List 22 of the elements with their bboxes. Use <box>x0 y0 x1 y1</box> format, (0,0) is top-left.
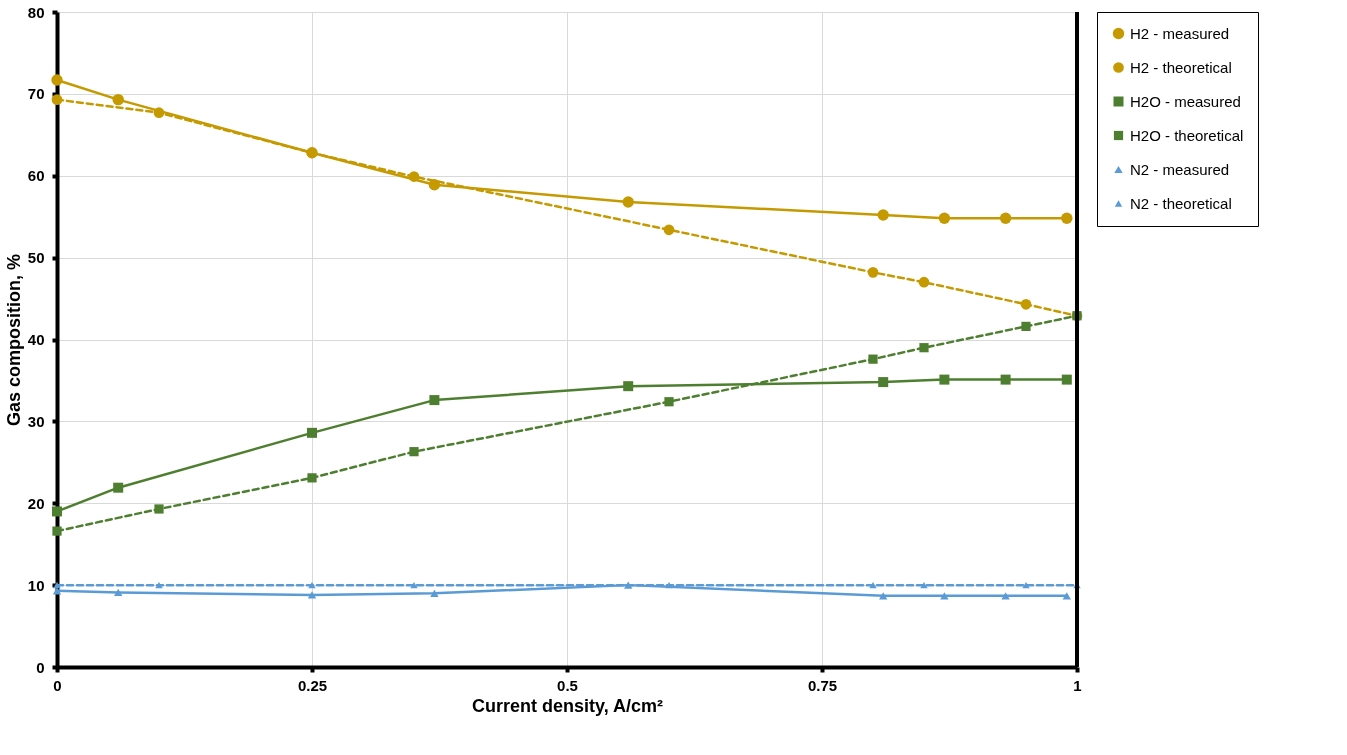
legend-label: N2 - theoretical <box>1130 194 1232 212</box>
legend-label: H2 - measured <box>1130 24 1230 42</box>
y-tick-label: 20 <box>27 494 45 512</box>
x-axis-title: Current density, A/cm² <box>471 695 664 716</box>
y-tick-label: 50 <box>27 249 45 267</box>
legend-label: N2 - measured <box>1130 160 1230 178</box>
x-tick-label: 0 <box>53 676 62 694</box>
x-tick-label: 0.25 <box>297 676 328 694</box>
y-tick-label: 80 <box>27 3 45 21</box>
y-tick-label: 0 <box>36 658 45 676</box>
x-tick-label: 0.5 <box>557 676 578 694</box>
legend-label: H2O - theoretical <box>1130 126 1244 144</box>
y-tick-label: 40 <box>27 331 45 348</box>
x-tick-label: 0.75 <box>807 676 838 694</box>
y-tick-label: 60 <box>27 167 45 185</box>
legend-label: H2O - measured <box>1130 92 1241 110</box>
y-axis-title: Gas composition, % <box>3 253 24 427</box>
y-tick-label: 30 <box>27 412 45 430</box>
y-tick-label: 10 <box>27 576 45 594</box>
y-tick-label: 70 <box>27 85 45 103</box>
legend-label: H2 - theoretical <box>1130 58 1232 76</box>
x-tick-label: 1 <box>1073 676 1082 694</box>
